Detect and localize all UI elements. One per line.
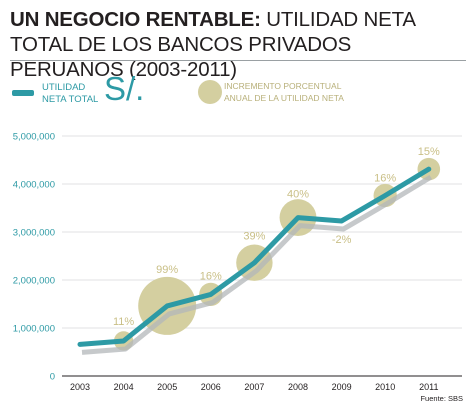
x-tick-label: 2004 <box>114 382 134 392</box>
pct-label: 11% <box>113 316 134 328</box>
x-tick-label: 2006 <box>201 382 221 392</box>
y-tick-label: 5,000,000 <box>13 132 55 143</box>
pct-label: 40% <box>287 189 309 201</box>
data-point <box>295 215 301 220</box>
data-point <box>121 338 126 344</box>
data-point <box>165 303 170 309</box>
legend-line-swatch <box>12 90 34 96</box>
pct-label: -2% <box>332 234 352 246</box>
x-tick-label: 2009 <box>332 382 352 392</box>
pct-label: 15% <box>418 146 440 158</box>
y-tick-label: 4,000,000 <box>13 180 55 191</box>
title-bold: UN NEGOCIO RENTABLE: <box>10 8 261 31</box>
x-tick-label: 2011 <box>419 382 438 392</box>
x-tick-label: 2008 <box>288 382 308 392</box>
y-tick-label: 3,000,000 <box>13 228 55 239</box>
data-point <box>77 342 83 347</box>
pct-label: 39% <box>243 231 265 243</box>
legend-line-label-2: NETA TOTAL <box>42 94 99 105</box>
series-line-shadow <box>81 174 433 355</box>
legend-bubble-label-2: ANUAL DE LA UTILIDAD NETA <box>224 93 344 103</box>
title-divider <box>10 60 466 61</box>
x-tick-label: 2005 <box>157 382 177 392</box>
title-rest: UTILIDAD NETA TOTAL DE LOS BANCOS PRIVAD… <box>10 8 415 81</box>
legend-currency: S/. <box>104 70 145 107</box>
x-tick-label: 2010 <box>375 382 395 392</box>
pct-label: 99% <box>156 264 178 276</box>
data-point <box>426 166 431 172</box>
y-tick-label: 0 <box>50 372 55 383</box>
data-point <box>339 218 344 224</box>
y-tick-label: 2,000,000 <box>13 276 55 287</box>
x-tick-label: 2007 <box>244 382 264 392</box>
pct-label: 16% <box>374 173 396 185</box>
data-point <box>252 260 257 265</box>
legend-bubble-label-1: INCREMENTO PORCENTUAL <box>224 81 342 91</box>
legend-bubble-swatch <box>198 80 222 104</box>
chart-title: UN NEGOCIO RENTABLE: UTILIDAD NETA TOTAL… <box>10 7 468 82</box>
data-point <box>383 193 388 198</box>
legend-line-label-1: UTILIDAD <box>42 82 86 93</box>
source-note: Fuente: SBS <box>420 394 463 403</box>
y-tick-label: 1,000,000 <box>13 324 55 335</box>
data-point <box>208 292 213 297</box>
pct-label: 16% <box>200 270 222 282</box>
x-tick-label: 2003 <box>70 382 90 392</box>
